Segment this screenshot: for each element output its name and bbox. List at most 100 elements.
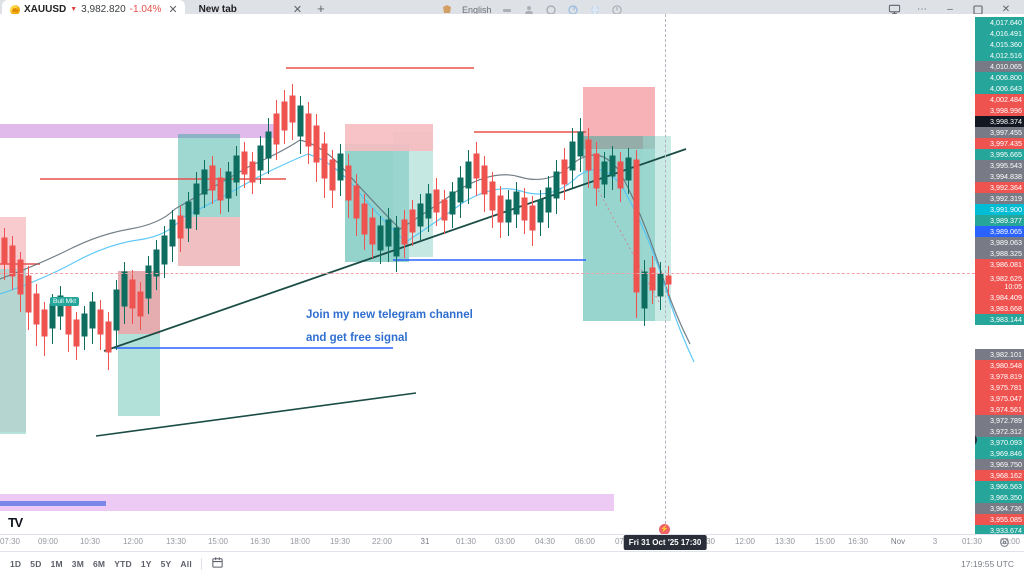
- time-label: 31: [420, 537, 430, 546]
- window-controls: ⋯ – ✕: [880, 0, 1024, 19]
- gold-favicon: [10, 4, 20, 15]
- range-6m[interactable]: 6M: [93, 559, 106, 569]
- current-price-label: 3,982.625 10:05: [975, 272, 1024, 291]
- price-axis[interactable]: 4,017.640 4,016.491 4,015.360 4,012.516 4,01…: [975, 14, 1024, 534]
- price-label: 3,983.144: [975, 314, 1024, 325]
- time-label: 18:00: [289, 537, 311, 546]
- tab-close-icon-2[interactable]: ✕: [292, 4, 303, 16]
- new-tab-button[interactable]: +: [317, 1, 325, 16]
- bull-market-badge: Bull Mkt: [50, 297, 80, 306]
- current-price-value: 3,982.625: [990, 273, 1022, 283]
- price-label: 3,972.312: [975, 426, 1024, 437]
- time-label: 16:30: [249, 537, 271, 546]
- price-label: 3,968.162: [975, 470, 1024, 481]
- annotation-line-2: and get free signal: [306, 332, 408, 344]
- candlestick-series: [1, 84, 672, 370]
- english-label[interactable]: English: [462, 4, 492, 15]
- price-label: 3,965.350: [975, 492, 1024, 503]
- crosshair-horizontal: [0, 273, 975, 274]
- globe-icon[interactable]: [589, 3, 602, 16]
- price-label: 3,992.319: [975, 193, 1024, 204]
- price-label: 3,994.838: [975, 171, 1024, 182]
- bar-icon[interactable]: [501, 3, 514, 16]
- chart-svg: [0, 67, 695, 511]
- settings-icon[interactable]: [999, 537, 1010, 551]
- range-all[interactable]: All: [180, 559, 192, 569]
- price-label: 3,989.065: [975, 226, 1024, 237]
- price-label: 3,974.561: [975, 404, 1024, 415]
- tab-newtab[interactable]: New tab ✕: [191, 0, 310, 19]
- close-icon[interactable]: ✕: [1001, 4, 1011, 15]
- price-label: 3,970.093: [975, 437, 1024, 448]
- down-caret-icon: ▼: [70, 6, 78, 13]
- range-1d[interactable]: 1D: [10, 559, 22, 569]
- chart-canvas[interactable]: Join my new telegram channel and get fre…: [0, 14, 975, 534]
- price-label: 3,992.364: [975, 182, 1024, 193]
- price-label: 3,975.047: [975, 393, 1024, 404]
- price-label: 3,997.435: [975, 138, 1024, 149]
- tradingview-logo[interactable]: TV: [8, 515, 23, 530]
- price-label: 3,995.665: [975, 149, 1024, 160]
- range-ytd[interactable]: YTD: [114, 559, 132, 569]
- price-label: 4,010.065: [975, 61, 1024, 72]
- time-label: 13:30: [165, 537, 187, 546]
- price-label: 3,982.101: [975, 349, 1024, 360]
- sync-icon[interactable]: [567, 3, 580, 16]
- more-icon[interactable]: ⋯: [917, 4, 927, 15]
- tab-change: -1.04%: [129, 4, 162, 15]
- cast-icon[interactable]: [880, 0, 908, 19]
- time-label: 01:30: [455, 537, 477, 546]
- price-label: 3,998.996: [975, 105, 1024, 116]
- range-1y[interactable]: 1Y: [140, 559, 152, 569]
- price-label: 3,986.081: [975, 259, 1024, 270]
- time-axis[interactable]: 07:30 09:00 10:30 12:00 13:30 15:00 16:30 18:00…: [0, 534, 1024, 551]
- time-label: 03:00: [999, 537, 1021, 546]
- range-3m[interactable]: 3M: [71, 559, 84, 569]
- power-icon[interactable]: [611, 3, 624, 16]
- crosshair-vertical: [665, 14, 666, 534]
- price-label: 3,984.409: [975, 292, 1024, 303]
- price-label: 3,991.900: [975, 204, 1024, 215]
- range-5d[interactable]: 5D: [30, 559, 42, 569]
- price-label: 3,989.063: [975, 237, 1024, 248]
- time-label: 06:00: [574, 537, 596, 546]
- time-label: 04:30: [534, 537, 556, 546]
- price-label: 4,015.360: [975, 39, 1024, 50]
- bottom-divider: [200, 558, 202, 570]
- tab-price: 3,982.820: [81, 4, 126, 15]
- person-icon[interactable]: [523, 3, 536, 16]
- time-label: 13:30: [774, 537, 796, 546]
- time-label: 22:00: [371, 537, 393, 546]
- time-label: Nov: [890, 537, 906, 546]
- crosshair-pin-icon[interactable]: ⚡: [659, 524, 670, 535]
- utc-clock: 17:19:55 UTC: [961, 559, 1014, 569]
- price-label: 3,969.750: [975, 459, 1024, 470]
- range-5y[interactable]: 5Y: [160, 559, 172, 569]
- calendar-icon[interactable]: [211, 556, 224, 572]
- price-label: 4,006.643: [975, 83, 1024, 94]
- annotation-line-1: Join my new telegram channel: [306, 309, 473, 321]
- time-label: 19:30: [329, 537, 351, 546]
- time-label: 09:00: [37, 537, 59, 546]
- minimize-icon[interactable]: –: [947, 4, 953, 15]
- price-label: 3,988.325: [975, 248, 1024, 259]
- price-label: 4,016.491: [975, 28, 1024, 39]
- price-label: 3,997.455: [975, 127, 1024, 138]
- add-alert-button[interactable]: +: [975, 434, 977, 446]
- price-label: 3,966.563: [975, 481, 1024, 492]
- price-label: 4,006.800: [975, 72, 1024, 83]
- time-label: 12:00: [734, 537, 756, 546]
- time-label: 16:30: [847, 537, 869, 546]
- price-label: 3,998.374: [975, 116, 1024, 127]
- maximize-icon[interactable]: [964, 0, 992, 19]
- price-label: 4,017.640: [975, 17, 1024, 28]
- fox-icon[interactable]: [440, 3, 453, 16]
- tab-close-icon[interactable]: ✕: [168, 4, 178, 16]
- range-1m[interactable]: 1M: [50, 559, 63, 569]
- circle-icon[interactable]: [545, 3, 558, 16]
- price-label: 3,980.548: [975, 360, 1024, 371]
- price-label: 3,964.736: [975, 503, 1024, 514]
- crosshair-time-label: Fri 31 Oct '25 17:30: [623, 535, 707, 550]
- time-label: 03:00: [494, 537, 516, 546]
